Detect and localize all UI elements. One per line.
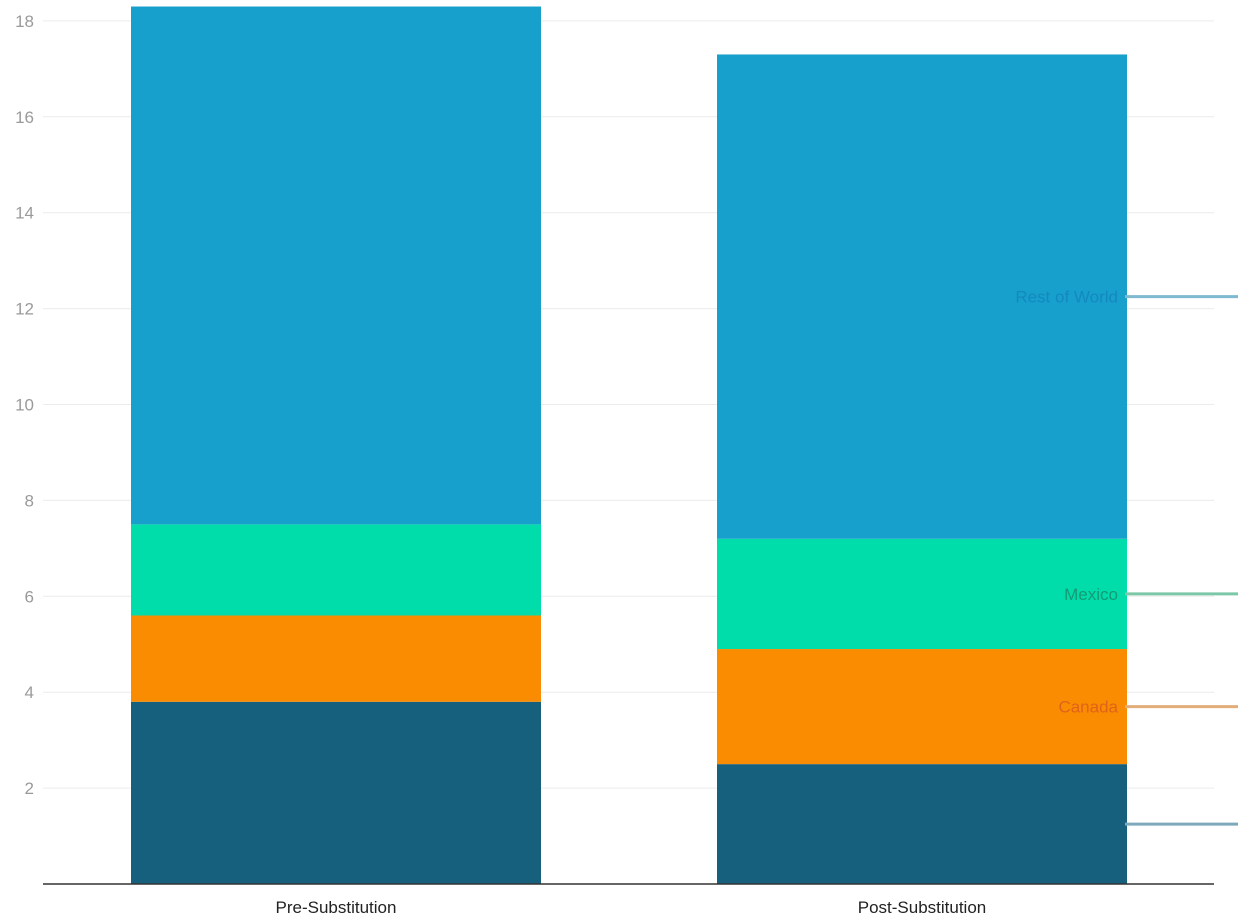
x-axis-category-labels: Pre-Substitution Post-Substitution bbox=[276, 898, 987, 917]
bar-segment-1-1 bbox=[717, 649, 1127, 765]
series-label-3: Rest of World bbox=[1015, 288, 1118, 307]
bar-segment-1-3 bbox=[717, 54, 1127, 539]
category-label-0: Pre-Substitution bbox=[276, 898, 397, 917]
y-tick-label: 12 bbox=[15, 300, 34, 319]
bar-segment-0-1 bbox=[131, 615, 541, 702]
y-tick-label: 8 bbox=[25, 491, 34, 510]
series-labels: Canada Mexico Rest of World bbox=[1015, 288, 1238, 826]
bar-segment-0-3 bbox=[131, 6, 541, 525]
series-label-1: Canada bbox=[1058, 698, 1118, 717]
y-tick-label: 10 bbox=[15, 396, 34, 415]
y-tick-label: 14 bbox=[15, 204, 34, 223]
y-tick-label: 16 bbox=[15, 108, 34, 127]
y-tick-label: 2 bbox=[25, 779, 34, 798]
bar-segment-0-2 bbox=[131, 524, 541, 616]
y-tick-label: 18 bbox=[15, 12, 34, 31]
y-tick-label: 4 bbox=[25, 683, 34, 702]
y-tick-label: 6 bbox=[25, 587, 34, 606]
bar-segment-1-0 bbox=[717, 764, 1127, 884]
y-axis-tick-labels: 2 4 6 8 10 12 14 16 18 bbox=[15, 12, 34, 798]
bar-segment-1-2 bbox=[717, 538, 1127, 650]
bar-segment-0-0 bbox=[131, 701, 541, 884]
bar-stack-1 bbox=[717, 54, 1127, 884]
category-label-1: Post-Substitution bbox=[858, 898, 987, 917]
bars bbox=[131, 6, 1127, 884]
series-label-2: Mexico bbox=[1064, 585, 1118, 604]
bar-stack-0 bbox=[131, 6, 541, 884]
